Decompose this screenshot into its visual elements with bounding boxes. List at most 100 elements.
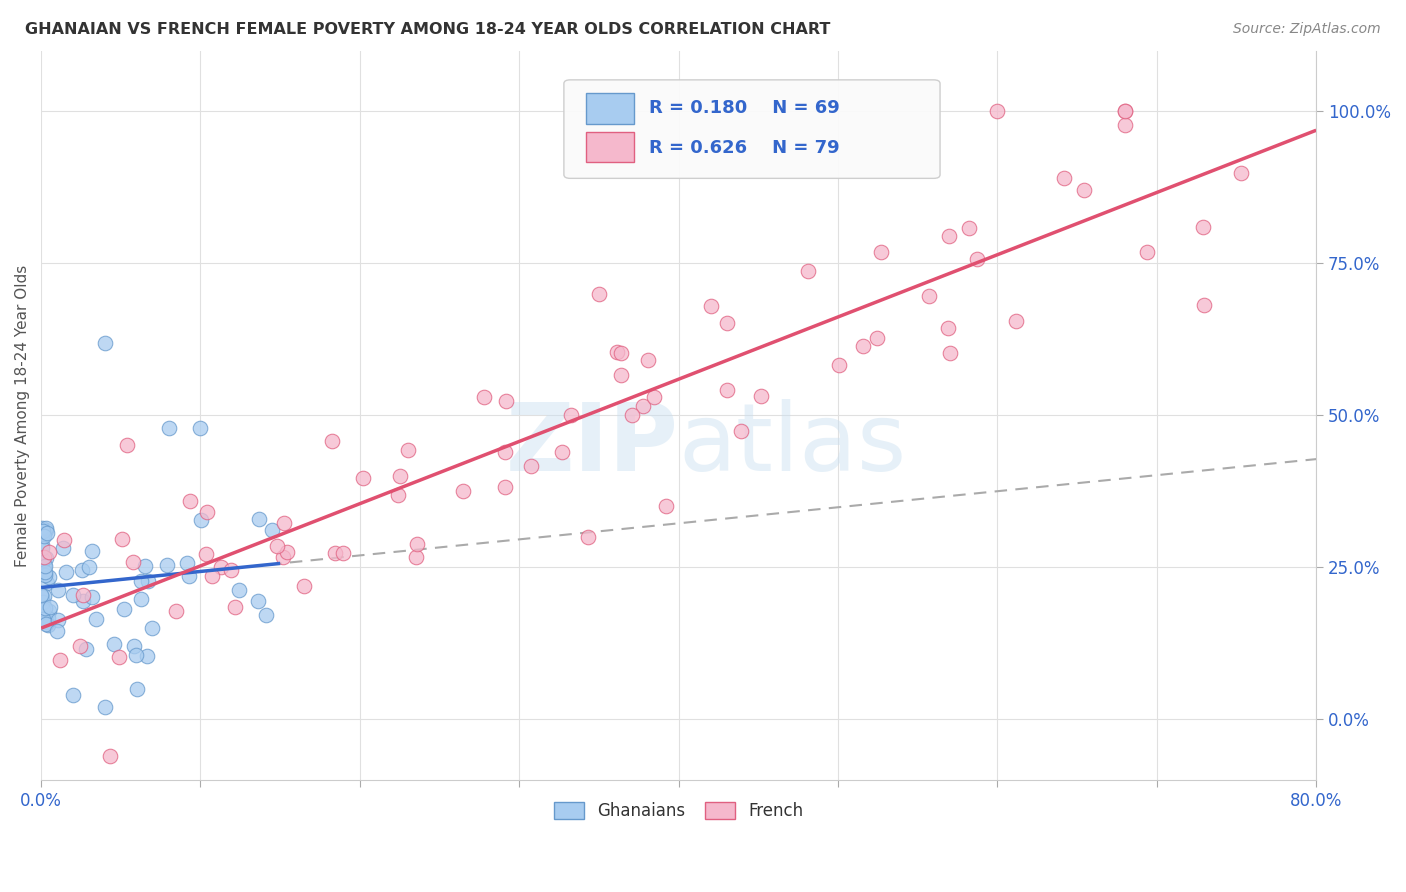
Point bbox=[918, 288, 941, 302]
Point bbox=[141, 621, 163, 635]
Point bbox=[1114, 104, 1136, 119]
Point bbox=[131, 591, 153, 606]
Point bbox=[247, 593, 270, 607]
Point bbox=[31, 612, 53, 626]
Point bbox=[201, 569, 224, 583]
Point bbox=[190, 513, 212, 527]
Point bbox=[111, 532, 134, 546]
Point bbox=[495, 394, 517, 409]
Point bbox=[69, 640, 91, 654]
Point bbox=[986, 104, 1008, 119]
Point bbox=[37, 611, 59, 625]
FancyBboxPatch shape bbox=[585, 93, 634, 124]
Point bbox=[389, 469, 412, 483]
Point bbox=[472, 390, 495, 404]
Point bbox=[34, 601, 56, 615]
Point bbox=[271, 549, 294, 564]
Point bbox=[749, 389, 772, 403]
Point bbox=[828, 358, 851, 372]
Point bbox=[34, 565, 56, 579]
Point bbox=[125, 648, 148, 662]
Point bbox=[254, 607, 277, 622]
Point bbox=[32, 589, 55, 603]
Point bbox=[52, 533, 75, 547]
Point bbox=[46, 614, 69, 628]
Point bbox=[1192, 298, 1215, 312]
Point bbox=[606, 345, 628, 359]
Point bbox=[453, 483, 475, 498]
Point bbox=[72, 588, 94, 602]
Point bbox=[321, 434, 343, 448]
Point bbox=[31, 538, 53, 552]
Point bbox=[38, 570, 60, 584]
Point bbox=[655, 499, 678, 513]
Point bbox=[31, 521, 53, 535]
Point bbox=[112, 602, 135, 616]
Point bbox=[870, 245, 893, 260]
Point bbox=[38, 604, 60, 618]
Point bbox=[224, 600, 246, 615]
Point bbox=[936, 320, 959, 334]
Point bbox=[45, 624, 67, 638]
Point bbox=[156, 558, 179, 572]
Point bbox=[80, 590, 103, 604]
Point bbox=[560, 408, 582, 422]
Point bbox=[292, 579, 315, 593]
Point bbox=[80, 543, 103, 558]
Point bbox=[396, 442, 419, 457]
Point bbox=[1114, 118, 1136, 132]
Point bbox=[165, 604, 187, 618]
Point bbox=[136, 574, 159, 589]
Point bbox=[135, 648, 157, 663]
Point bbox=[179, 569, 201, 583]
Point bbox=[966, 252, 988, 267]
Point bbox=[621, 408, 644, 422]
Point bbox=[37, 526, 59, 541]
Point bbox=[716, 384, 738, 398]
Point bbox=[588, 286, 610, 301]
Point bbox=[266, 539, 288, 553]
Point bbox=[262, 523, 284, 537]
Point bbox=[107, 649, 129, 664]
Point bbox=[519, 458, 541, 473]
Point bbox=[157, 420, 180, 434]
Point bbox=[866, 331, 889, 345]
Point bbox=[1136, 245, 1159, 260]
Point bbox=[247, 512, 270, 526]
Point bbox=[1191, 220, 1213, 235]
Point bbox=[643, 390, 665, 404]
Point bbox=[52, 541, 75, 556]
Point bbox=[35, 521, 58, 535]
Point bbox=[852, 339, 875, 353]
Point bbox=[49, 653, 72, 667]
Point bbox=[551, 444, 574, 458]
Point bbox=[494, 445, 516, 459]
Text: Source: ZipAtlas.com: Source: ZipAtlas.com bbox=[1233, 22, 1381, 37]
FancyBboxPatch shape bbox=[564, 80, 941, 178]
Point bbox=[387, 488, 409, 502]
Point bbox=[179, 493, 201, 508]
Point bbox=[122, 555, 145, 569]
Point bbox=[84, 612, 107, 626]
Point bbox=[134, 559, 156, 574]
Point bbox=[405, 549, 427, 564]
Point bbox=[176, 556, 198, 570]
Point bbox=[1053, 171, 1076, 186]
Point bbox=[31, 588, 53, 602]
Point bbox=[1230, 166, 1253, 180]
Point bbox=[1004, 314, 1026, 328]
Point bbox=[352, 471, 374, 485]
Point bbox=[609, 346, 631, 360]
Text: atlas: atlas bbox=[679, 399, 907, 491]
Point bbox=[325, 546, 347, 560]
Point bbox=[195, 547, 218, 561]
Point bbox=[32, 602, 55, 616]
Point bbox=[957, 220, 980, 235]
Legend: Ghanaians, French: Ghanaians, French bbox=[547, 795, 810, 827]
Point bbox=[62, 688, 84, 702]
Point bbox=[35, 615, 58, 629]
Point bbox=[35, 523, 58, 537]
Point bbox=[1114, 104, 1136, 119]
Point bbox=[32, 524, 55, 539]
Point bbox=[209, 559, 232, 574]
